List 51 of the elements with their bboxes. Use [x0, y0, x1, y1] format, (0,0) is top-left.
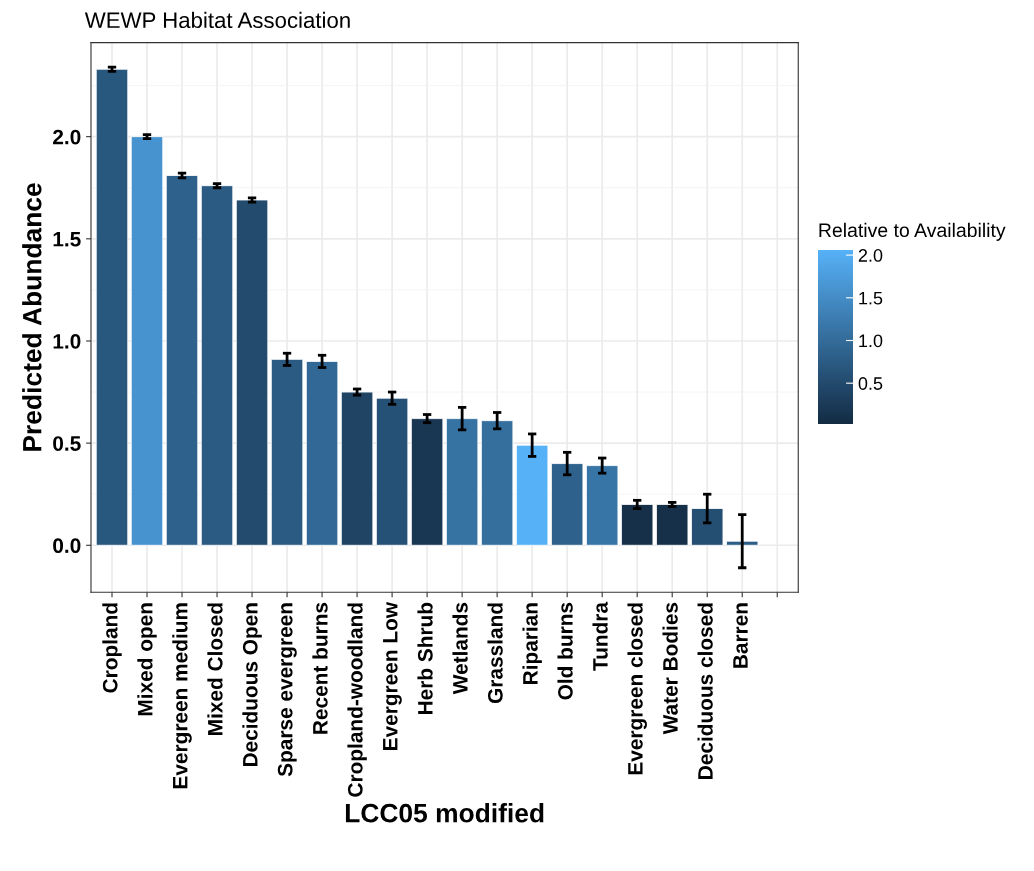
x-tick-label: Evergreen Low	[383, 601, 402, 750]
bar	[691, 508, 724, 546]
color-bar-label: 0.5	[858, 377, 883, 390]
chart-title: WEWP Habitat Association	[84, 11, 350, 29]
x-axis-title: LCC05 modified	[345, 803, 544, 823]
x-tick-label: Riparian	[522, 603, 542, 684]
bar	[656, 504, 689, 546]
color-bar-title: Relative to Availability	[819, 222, 1006, 241]
y-tick-label: 0.5	[53, 436, 81, 451]
bar	[445, 418, 479, 546]
x-tick-label: Cropland-woodland	[347, 603, 367, 797]
x-tick-label: Water Bodies	[662, 602, 678, 735]
x-tick-label: Old burns	[557, 602, 573, 700]
bar	[621, 504, 654, 546]
x-tick-label: Evergreen closed	[627, 603, 647, 775]
bar	[200, 185, 234, 546]
bar	[340, 391, 374, 546]
x-tick-label: Sparse evergreen	[277, 603, 297, 777]
color-bar-label: 2.0	[858, 249, 883, 262]
y-axis-title: Predicted Abundance	[22, 183, 42, 451]
x-tick-label: Wetlands	[452, 602, 468, 695]
bar	[130, 136, 164, 546]
x-tick-label: Grassland	[487, 603, 503, 704]
x-tick-label: Mixed open	[137, 603, 157, 716]
x-tick-label: Deciduous Open	[242, 603, 262, 767]
bar	[305, 360, 339, 546]
bar	[586, 465, 619, 546]
bar	[726, 540, 759, 546]
y-tick-label: 2.0	[53, 129, 81, 145]
bar	[375, 397, 409, 546]
color-bar-label: 1.5	[859, 291, 883, 305]
x-tick-label: Mixed Closed	[207, 603, 223, 735]
x-tick-label: Deciduous closed	[697, 603, 713, 779]
bar	[410, 418, 444, 546]
x-tick-label: Cropland	[102, 603, 122, 693]
x-tick-label: Barren	[733, 603, 748, 668]
bar	[480, 420, 514, 546]
x-tick-label: Evergreen medium	[172, 603, 192, 789]
x-tick-label: Herb Shrub	[417, 602, 433, 715]
x-tick-label: Recent burns	[312, 602, 328, 734]
bar	[270, 358, 304, 546]
y-tick-label: 1.5	[53, 232, 81, 247]
bar	[165, 175, 199, 546]
bar	[550, 463, 584, 546]
bar	[515, 444, 549, 546]
bar	[95, 68, 129, 546]
bar	[235, 199, 269, 546]
x-tick-label: Tundra	[592, 601, 608, 671]
y-tick-label: 0.0	[53, 538, 81, 554]
y-tick-label: 1.0	[53, 333, 81, 349]
color-bar-label: 1.0	[859, 334, 883, 348]
